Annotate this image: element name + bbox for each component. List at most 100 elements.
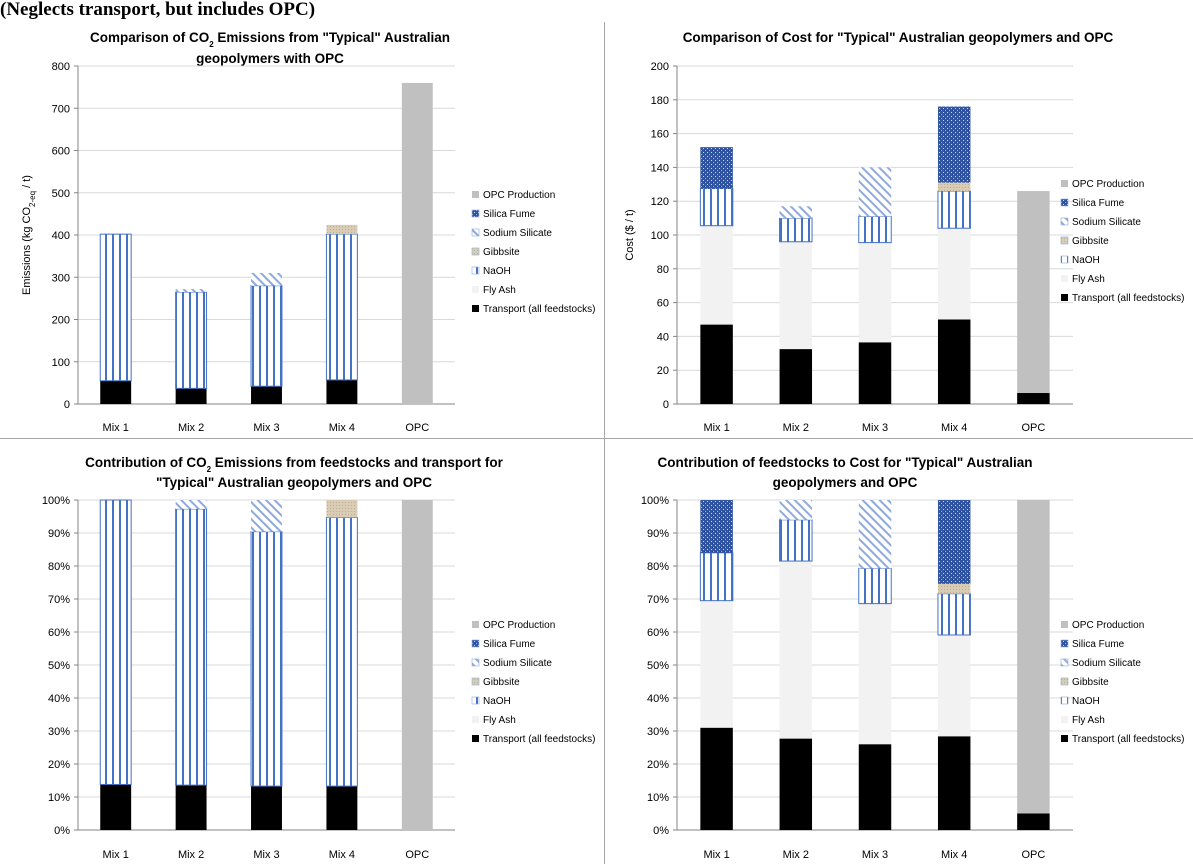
bar-mix-3-sodium_silicate	[858, 500, 892, 569]
chart-title-line: "Typical" Australian geopolymers and OPC	[156, 475, 432, 490]
bar-mix-2-naoh	[175, 508, 208, 786]
legend-swatch-naoh	[1060, 696, 1069, 705]
x-tick-label: Mix 4	[941, 422, 967, 434]
legend-swatch-sodium_silicate	[471, 658, 480, 667]
page-heading: (Neglects transport, but includes OPC)	[0, 0, 316, 20]
y-tick-label: 500	[52, 188, 70, 200]
y-tick-label: 140	[651, 162, 669, 174]
x-tick-label: Mix 3	[862, 849, 888, 861]
legend-label: OPC Production	[1072, 179, 1144, 190]
legend-swatch-naoh	[1060, 255, 1069, 264]
x-tick-label: OPC	[405, 849, 429, 861]
bar-mix-1-silica_fume	[700, 147, 733, 189]
bar-mix-2-fly_ash	[779, 241, 813, 350]
legend-swatch-silica_fume	[1060, 639, 1069, 648]
bar-mix-4-fly_ash	[937, 634, 971, 737]
legend-label: Transport (all feedstocks)	[483, 304, 595, 315]
legend-swatch-opc	[1061, 621, 1068, 628]
legend-label: Fly Ash	[483, 715, 516, 726]
bar-mix-2-transport	[175, 785, 207, 830]
chart-title-line: geopolymers with OPC	[196, 51, 344, 66]
y-tick-label: 50%	[647, 660, 669, 672]
y-tick-label: 20%	[647, 759, 669, 771]
legend-swatch-silica_fume	[1060, 198, 1069, 207]
bar-mix-3-sodium_silicate	[251, 500, 282, 532]
legend-swatch-opc	[472, 621, 479, 628]
legend-label: NaOH	[1072, 255, 1100, 266]
bar-mix-3-fly_ash	[858, 603, 892, 745]
cost-abs-svg: Comparison of Cost for "Typical" Austral…	[624, 30, 1184, 434]
y-tick-label: 200	[52, 315, 70, 327]
bar-mix-2-naoh	[779, 519, 813, 562]
bar-mix-1-naoh	[699, 552, 734, 602]
cost-pct-svg: Contribution of feedstocks to Cost for "…	[641, 455, 1185, 861]
bar-mix-3-transport	[251, 386, 282, 404]
bar-mix-2-fly_ash	[779, 561, 813, 739]
bar-mix-1-naoh	[99, 233, 132, 382]
bar-mix-4-transport	[937, 319, 971, 404]
y-tick-label: 10%	[48, 792, 70, 804]
bar-mix-3-fly_ash	[858, 242, 892, 343]
bar-opc-transport	[1017, 393, 1050, 404]
bar-mix-2-transport	[779, 349, 813, 404]
bar-mix-4-transport	[326, 786, 358, 830]
y-tick-label: 0%	[54, 825, 70, 837]
bar-mix-3-naoh	[858, 215, 892, 244]
legend-label: Silica Fume	[483, 209, 536, 220]
y-axis-title: Cost ($ / t)	[624, 209, 636, 260]
bar-mix-3-sodium_silicate	[858, 167, 892, 217]
y-tick-label: 120	[651, 196, 669, 208]
x-tick-label: OPC	[405, 422, 429, 434]
bar-mix-4-fly_ash	[937, 228, 971, 320]
legend-swatch-opc	[1061, 180, 1068, 187]
y-tick-label: 40%	[647, 693, 669, 705]
emissions-pct-svg: Contribution of CO2 Emissions from feeds…	[42, 455, 596, 861]
y-tick-label: 50%	[48, 660, 70, 672]
y-tick-label: 20	[657, 365, 669, 377]
bar-mix-4-gibbsite	[937, 182, 971, 192]
y-tick-label: 80	[657, 264, 669, 276]
legend-swatch-transport	[472, 735, 479, 742]
x-tick-label: Mix 2	[178, 849, 204, 861]
bar-mix-4-silica_fume	[937, 106, 971, 183]
bar-mix-4-transport	[326, 379, 358, 404]
y-tick-label: 0%	[653, 825, 669, 837]
legend-label: NaOH	[1072, 696, 1100, 707]
legend-swatch-fly_ash	[472, 286, 479, 293]
bar-mix-1-naoh	[699, 188, 734, 227]
legend-swatch-naoh	[471, 696, 480, 705]
emissions-contribution-chart: Contribution of CO2 Emissions from feeds…	[0, 439, 604, 864]
legend-label: Gibbsite	[1072, 236, 1109, 247]
legend-swatch-sodium_silicate	[1060, 658, 1069, 667]
x-tick-label: Mix 3	[253, 849, 279, 861]
bar-mix-2-transport	[175, 388, 207, 404]
bar-opc-opc	[1017, 500, 1050, 814]
bar-mix-1-transport	[100, 784, 132, 830]
y-tick-label: 800	[52, 61, 70, 73]
y-tick-label: 20%	[48, 759, 70, 771]
legend-label: Silica Fume	[1072, 639, 1125, 650]
legend-label: Gibbsite	[483, 677, 520, 688]
legend-label: OPC Production	[1072, 620, 1144, 631]
bar-mix-4-gibbsite	[326, 500, 358, 518]
legend-swatch-fly_ash	[1061, 716, 1068, 723]
x-tick-label: OPC	[1021, 849, 1045, 861]
legend-swatch-silica_fume	[471, 209, 480, 218]
y-tick-label: 0	[64, 399, 70, 411]
y-tick-label: 70%	[647, 594, 669, 606]
legend-label: OPC Production	[483, 620, 555, 631]
bar-mix-4-naoh	[937, 593, 971, 636]
y-tick-label: 40	[657, 331, 669, 343]
legend-label: NaOH	[483, 266, 511, 277]
legend-label: Fly Ash	[483, 285, 516, 296]
legend-swatch-sodium_silicate	[471, 228, 480, 237]
x-tick-label: Mix 4	[329, 849, 355, 861]
bar-mix-1-transport	[700, 727, 733, 830]
y-axis-title: Emissions (kg CO2-eq / t)	[21, 175, 37, 295]
x-tick-label: Mix 4	[329, 422, 355, 434]
bar-mix-3-sodium_silicate	[251, 273, 282, 286]
y-tick-label: 60%	[48, 627, 70, 639]
bar-mix-3-transport	[858, 744, 892, 830]
bar-mix-4-naoh	[325, 516, 358, 787]
bar-mix-4-silica_fume	[937, 500, 971, 584]
